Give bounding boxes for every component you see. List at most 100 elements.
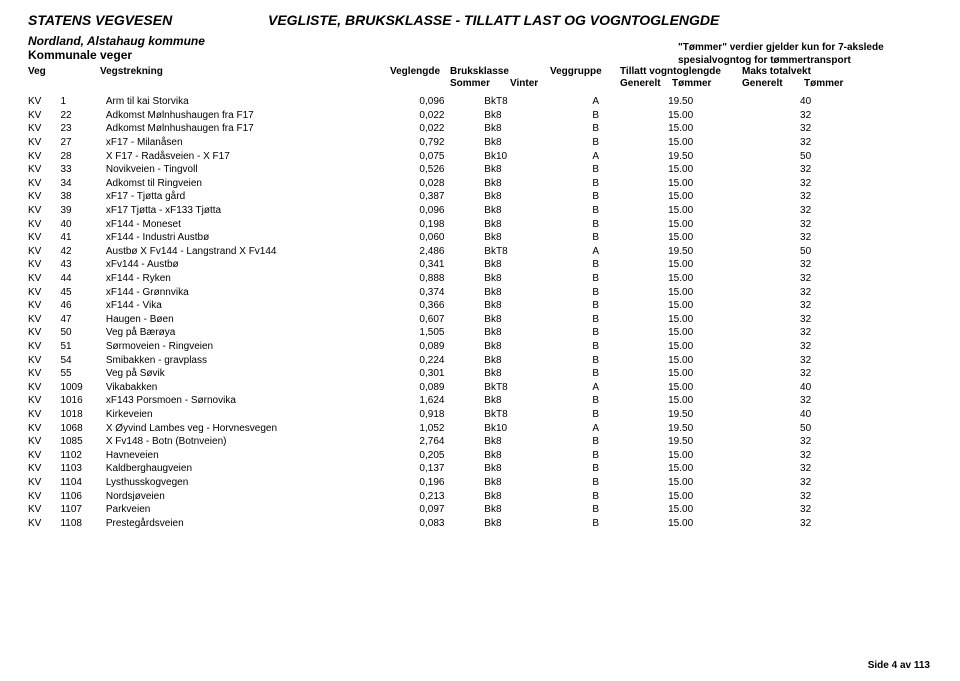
cell-grp: B [592, 340, 668, 354]
cell-bk: Bk8 [484, 435, 549, 449]
cell-veg: KV [28, 462, 60, 476]
cell-len: 1,505 [419, 326, 484, 340]
cell-tvt [724, 353, 800, 367]
cell-bk: BkT8 [484, 380, 549, 394]
cell-nr: 23 [60, 122, 105, 136]
table-row: KV1018Kirkeveien0,918BkT8B19.5040 [28, 408, 932, 422]
cell-desc: Adkomst til Ringveien [106, 177, 420, 191]
cell-veg: KV [28, 149, 60, 163]
cell-grp: B [592, 503, 668, 517]
cell-nr: 46 [60, 299, 105, 313]
cell-len: 0,224 [419, 353, 484, 367]
cell-grp: B [592, 190, 668, 204]
cell-nr: 1104 [60, 476, 105, 490]
cell-bk: BkT8 [484, 245, 549, 259]
cell-tvt [724, 313, 800, 327]
table-row: KV33Novikveien - Tingvoll0,526Bk8B15.003… [28, 163, 932, 177]
cell-tvt [724, 503, 800, 517]
cell-bk: Bk8 [484, 448, 549, 462]
cell-mtg: 32 [800, 448, 867, 462]
cell-tvt [724, 272, 800, 286]
cell-tvg: 15.00 [668, 217, 724, 231]
cell-nr: 22 [60, 109, 105, 123]
cell-tvt [724, 258, 800, 272]
cell-len: 0,089 [419, 380, 484, 394]
cell-mtg: 32 [800, 516, 867, 530]
cell-vinter [549, 149, 592, 163]
cell-tvt [724, 231, 800, 245]
cell-tvg: 15.00 [668, 313, 724, 327]
table-row: KV22Adkomst Mølnhushaugen fra F170,022Bk… [28, 109, 932, 123]
cell-mtg: 32 [800, 177, 867, 191]
cell-nr: 42 [60, 245, 105, 259]
cell-tvg: 15.00 [668, 380, 724, 394]
cell-nr: 54 [60, 353, 105, 367]
cell-tvt [724, 448, 800, 462]
cell-len: 2,764 [419, 435, 484, 449]
cell-veg: KV [28, 231, 60, 245]
table-row: KV40xF144 - Moneset0,198Bk8B15.0032 [28, 217, 932, 231]
table-row: KV44xF144 - Ryken0,888Bk8B15.0032 [28, 272, 932, 286]
cell-tvt [724, 394, 800, 408]
cell-desc: xFv144 - Austbø [106, 258, 420, 272]
table-row: KV1108Prestegårdsveien0,083Bk8B15.0032 [28, 516, 932, 530]
table-row: KV1068X Øyvind Lambes veg - Horvnesvegen… [28, 421, 932, 435]
cell-mtt [867, 258, 932, 272]
cell-tvg: 15.00 [668, 340, 724, 354]
cell-vinter [549, 435, 592, 449]
table-row: KV34Adkomst til Ringveien0,028Bk8B15.003… [28, 177, 932, 191]
cell-grp: B [592, 177, 668, 191]
cell-nr: 1 [60, 95, 105, 109]
page-footer: Side 4 av 113 [868, 660, 930, 671]
cell-mtg: 32 [800, 285, 867, 299]
cell-veg: KV [28, 421, 60, 435]
cell-tvg: 15.00 [668, 326, 724, 340]
cell-nr: 38 [60, 190, 105, 204]
cell-mtg: 32 [800, 435, 867, 449]
cell-desc: xF17 Tjøtta - xF133 Tjøtta [106, 204, 420, 218]
cell-tvt [724, 245, 800, 259]
cell-mtg: 32 [800, 190, 867, 204]
cell-veg: KV [28, 177, 60, 191]
cell-mtg: 32 [800, 353, 867, 367]
cell-tvg: 15.00 [668, 353, 724, 367]
cell-nr: 40 [60, 217, 105, 231]
cell-tvt [724, 122, 800, 136]
cell-veg: KV [28, 245, 60, 259]
cell-vinter [549, 313, 592, 327]
cell-bk: Bk8 [484, 177, 549, 191]
cell-tvg: 19.50 [668, 435, 724, 449]
table-row: KV55Veg på Søvik0,301Bk8B15.0032 [28, 367, 932, 381]
cell-mtg: 32 [800, 503, 867, 517]
cell-len: 0,096 [419, 95, 484, 109]
cell-tvg: 19.50 [668, 245, 724, 259]
cell-vinter [549, 163, 592, 177]
cell-nr: 1018 [60, 408, 105, 422]
cell-vinter [549, 109, 592, 123]
cell-veg: KV [28, 516, 60, 530]
cell-nr: 1107 [60, 503, 105, 517]
cell-mtt [867, 476, 932, 490]
cell-veg: KV [28, 190, 60, 204]
cell-vinter [549, 272, 592, 286]
cell-tvg: 15.00 [668, 272, 724, 286]
cell-vinter [549, 380, 592, 394]
cell-vinter [549, 340, 592, 354]
cell-mtg: 32 [800, 258, 867, 272]
cell-desc: xF17 - Milanåsen [106, 136, 420, 150]
table-row: KV50Veg på Bærøya1,505Bk8B15.0032 [28, 326, 932, 340]
cell-veg: KV [28, 435, 60, 449]
cell-grp: B [592, 476, 668, 490]
cell-bk: Bk8 [484, 217, 549, 231]
table-row: KV1107Parkveien0,097Bk8B15.0032 [28, 503, 932, 517]
cell-vinter [549, 421, 592, 435]
cell-veg: KV [28, 408, 60, 422]
cell-tvt [724, 516, 800, 530]
cell-tvg: 19.50 [668, 95, 724, 109]
cell-mtt [867, 367, 932, 381]
cell-grp: B [592, 204, 668, 218]
cell-mtg: 32 [800, 489, 867, 503]
cell-desc: Havneveien [106, 448, 420, 462]
table-row: KV39xF17 Tjøtta - xF133 Tjøtta0,096Bk8B1… [28, 204, 932, 218]
cell-bk: Bk8 [484, 136, 549, 150]
